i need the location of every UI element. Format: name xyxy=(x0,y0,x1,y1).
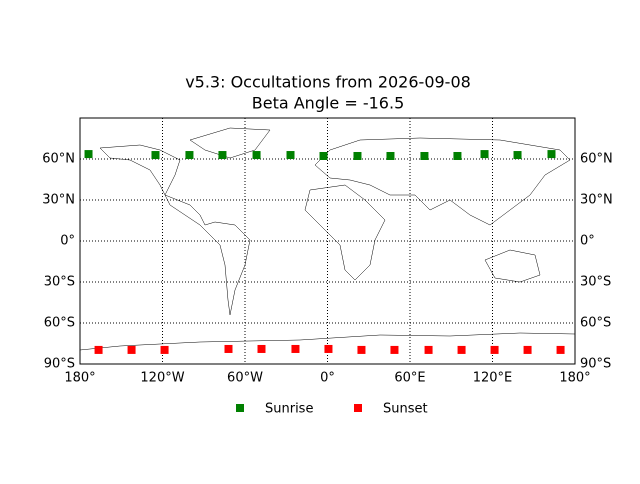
point xyxy=(291,344,300,353)
point xyxy=(523,345,532,354)
point xyxy=(457,345,466,354)
legend-marker xyxy=(236,404,244,412)
point xyxy=(480,150,489,159)
y-tick-label-right: 90°S xyxy=(580,357,611,372)
x-tick-label: 60°W xyxy=(227,371,263,386)
point xyxy=(160,345,169,354)
legend-marker xyxy=(354,404,362,412)
point xyxy=(218,151,227,160)
point xyxy=(424,345,433,354)
point xyxy=(286,151,295,160)
point xyxy=(151,151,160,160)
point xyxy=(185,151,194,160)
y-tick-label-right: 30°N xyxy=(580,193,613,208)
y-tick-label: 60°N xyxy=(42,152,75,167)
point xyxy=(224,344,233,353)
x-tick-label: 0° xyxy=(320,371,335,386)
y-tick-label-right: 60°S xyxy=(580,316,611,331)
y-tick-label: 90°S xyxy=(44,357,75,372)
point xyxy=(353,151,362,160)
point xyxy=(556,345,565,354)
y-tick-label-right: 60°N xyxy=(580,152,613,167)
y-tick-label: 30°S xyxy=(44,275,75,290)
chart-subtitle: Beta Angle = -16.5 xyxy=(252,94,405,113)
point xyxy=(386,151,395,160)
point xyxy=(357,345,366,354)
legend-label: Sunrise xyxy=(265,402,313,417)
x-tick-label: 60°E xyxy=(394,371,425,386)
x-tick-label: 180° xyxy=(64,371,95,386)
x-tick-label: 120°E xyxy=(473,371,513,386)
chart-title: v5.3: Occultations from 2026-09-08 xyxy=(185,73,471,92)
point xyxy=(453,151,462,160)
point xyxy=(490,345,499,354)
point xyxy=(94,345,103,354)
point xyxy=(547,150,556,159)
coastlines xyxy=(79,127,576,351)
point xyxy=(257,344,266,353)
x-tick-label: 180° xyxy=(559,371,590,386)
y-tick-label-right: 30°S xyxy=(580,275,611,290)
y-tick-label: 60°S xyxy=(44,316,75,331)
point xyxy=(127,345,136,354)
point xyxy=(84,150,93,159)
point xyxy=(513,151,522,160)
x-tick-label: 120°W xyxy=(140,371,184,386)
point xyxy=(390,345,399,354)
y-tick-label-right: 0° xyxy=(580,234,595,249)
point xyxy=(252,151,261,160)
point xyxy=(324,344,333,353)
y-tick-label: 30°N xyxy=(42,193,75,208)
y-tick-label: 0° xyxy=(60,234,75,249)
legend-label: Sunset xyxy=(383,402,428,417)
point xyxy=(420,151,429,160)
point xyxy=(319,151,328,160)
